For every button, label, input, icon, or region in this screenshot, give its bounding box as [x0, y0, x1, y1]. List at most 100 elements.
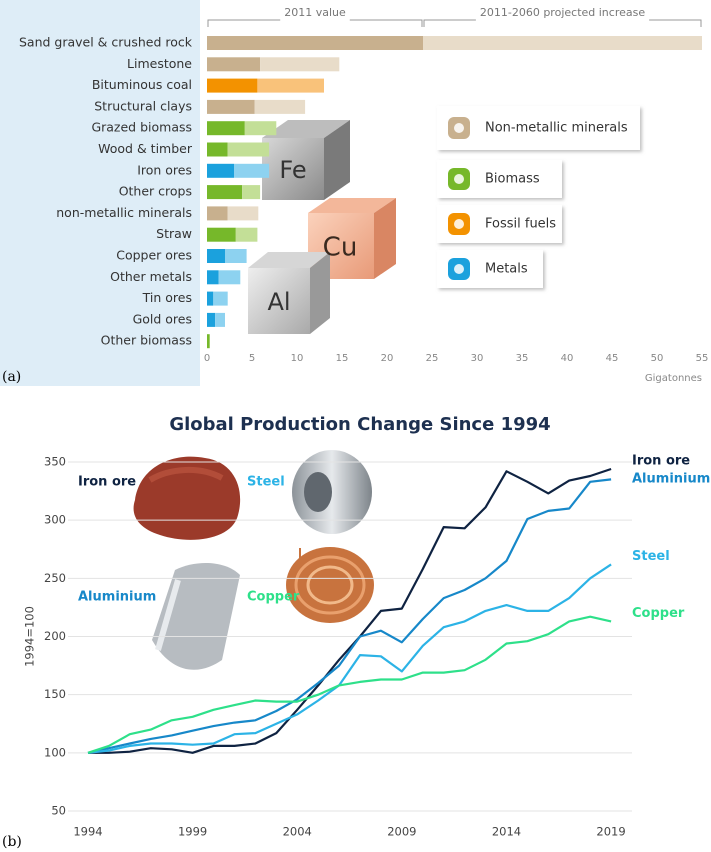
series-line [87, 478, 612, 754]
x-tick-label: 45 [606, 353, 619, 364]
bar-segment [235, 227, 258, 242]
y-tick-label: 150 [44, 687, 66, 701]
bar-segment [207, 185, 243, 200]
element-cubes [248, 120, 396, 334]
bar-segment [234, 163, 270, 178]
bar-segment [207, 163, 234, 178]
bar-segment [207, 334, 210, 349]
category-label: Bituminous coal [92, 77, 192, 92]
legend-icon-glyph [454, 123, 464, 133]
image-label: Copper [247, 590, 300, 605]
label-panel [0, 0, 200, 386]
bar-segment [207, 78, 258, 93]
image-label: Steel [247, 475, 285, 490]
x-tick-label: 40 [561, 353, 574, 364]
bar-segment [207, 312, 216, 327]
x-tick-label: 20 [381, 353, 394, 364]
bar-segment [207, 206, 228, 221]
bar-segment [207, 142, 228, 157]
x-tick-label: 10 [291, 353, 304, 364]
x-tick-label: 25 [426, 353, 439, 364]
x-tick-label: 2009 [387, 825, 416, 839]
legend-icon-glyph [454, 264, 464, 274]
bar-segment [207, 270, 219, 285]
bar-segment [257, 78, 324, 93]
x-tick-label: 5 [249, 353, 255, 364]
series-end-label: Copper [632, 606, 685, 621]
bar-segment [207, 99, 255, 114]
panel-label: (b) [2, 834, 22, 850]
category-label: Grazed biomass [91, 120, 192, 135]
y-tick-label: 200 [44, 629, 66, 643]
x-tick-label: 50 [651, 353, 664, 364]
category-label: Straw [156, 226, 192, 241]
category-label: Wood & timber [98, 141, 193, 156]
x-tick-label: 1999 [178, 825, 207, 839]
category-label: Other metals [110, 269, 192, 284]
bar-segment [207, 249, 225, 263]
category-label: Structural clays [94, 98, 192, 113]
series-header: 2011-2060 projected increase [480, 6, 645, 19]
x-axis-label: Gigatonnes [645, 373, 702, 384]
series-line [87, 563, 612, 754]
x-tick-label: 30 [471, 353, 484, 364]
bar-segment [213, 291, 228, 306]
cube-symbol: Al [267, 288, 290, 316]
image-label: Iron ore [78, 475, 136, 490]
x-tick-label: 2004 [283, 825, 312, 839]
legend-boxes [437, 106, 640, 288]
bar-segment [242, 185, 261, 200]
legend-label: Non-metallic minerals [485, 121, 628, 136]
bar-segment [207, 291, 214, 306]
category-label: Sand gravel & crushed rock [19, 35, 193, 50]
bar-segment [225, 249, 247, 263]
x-tick-label: 1994 [73, 825, 102, 839]
bar-segment [207, 227, 236, 242]
category-label: Tin ores [142, 290, 192, 305]
bar-segment [244, 121, 277, 136]
category-label: Gold ores [133, 311, 192, 326]
bar-segment [215, 312, 225, 327]
category-label: Copper ores [116, 248, 192, 263]
chart-title: Global Production Change Since 1994 [169, 414, 550, 435]
header-bg [475, 12, 650, 24]
bar-segment [227, 206, 259, 221]
x-tick-label: 55 [696, 353, 709, 364]
header-bg [280, 12, 350, 24]
bar-segment [218, 270, 241, 285]
category-label: Other biomass [101, 333, 192, 348]
x-tick-label: 2014 [492, 825, 521, 839]
legend-icon-glyph [454, 174, 464, 184]
x-tick-label: 2019 [596, 825, 625, 839]
x-tick-label: 0 [204, 353, 210, 364]
category-label: Iron ores [137, 162, 192, 177]
series-end-label: Iron ore [632, 453, 690, 468]
bar-segment [227, 142, 270, 157]
y-tick-label: 100 [44, 745, 66, 759]
series-header: 2011 value [284, 6, 346, 19]
cube-symbol: Cu [323, 233, 358, 263]
y-tick-label: 350 [44, 455, 66, 469]
series-end-label: Aluminium [632, 471, 710, 486]
legend-label: Fossil fuels [485, 217, 556, 232]
bar-segment [207, 57, 261, 72]
panel-label: (a) [2, 369, 21, 385]
legend-icon-glyph [454, 219, 464, 229]
material-photos [133, 450, 374, 670]
y-axis-label: 1994=100 [23, 606, 37, 667]
series-end-label: Steel [632, 549, 670, 564]
category-label: Other crops [119, 184, 192, 199]
legend-label: Biomass [485, 172, 540, 187]
y-tick-label: 300 [44, 513, 66, 527]
series-line [87, 615, 612, 754]
bar-segment [423, 36, 702, 50]
series-line [88, 467, 612, 754]
bar-segment [260, 57, 340, 72]
bar-segment [207, 121, 245, 136]
image-label: Aluminium [78, 590, 156, 605]
bar-segment [254, 99, 306, 114]
category-label: Limestone [127, 56, 192, 71]
bar-segment [207, 36, 423, 50]
cube-symbol: Fe [279, 156, 306, 184]
x-tick-label: 35 [516, 353, 529, 364]
